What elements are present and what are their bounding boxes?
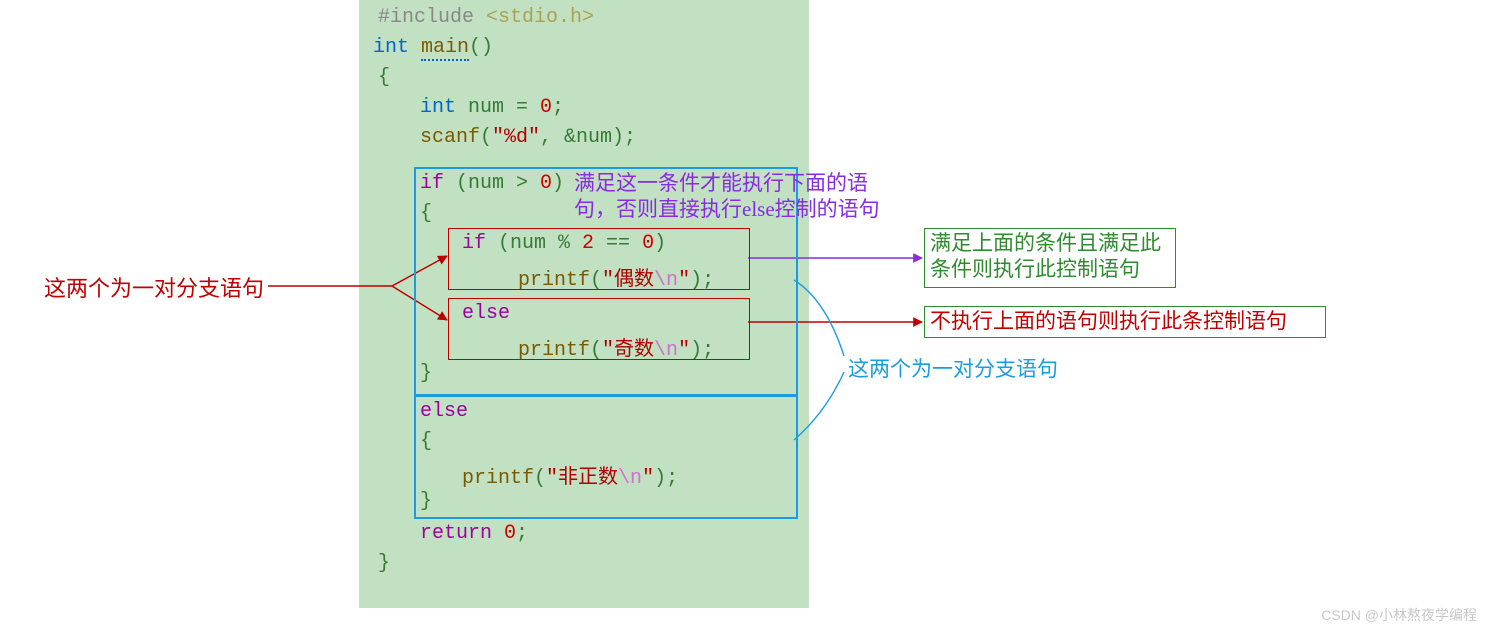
annot-purple: 满足这一条件才能执行下面的语 句，否则直接执行else控制的语句 — [574, 170, 880, 222]
code-block — [359, 0, 809, 608]
code-line: else — [420, 400, 468, 423]
annot-green1: 满足上面的条件且满足此 条件则执行此控制语句 — [930, 230, 1161, 282]
code-line: int main() — [373, 36, 493, 59]
code-line: #include <stdio.h> — [378, 6, 594, 29]
code-line: { — [378, 66, 390, 89]
code-line: } — [420, 490, 432, 513]
code-line: { — [420, 430, 432, 453]
code-line: int num = 0; — [420, 96, 564, 119]
left-annot: 这两个为一对分支语句 — [44, 276, 264, 302]
code-line: return 0; — [420, 522, 528, 545]
code-line: else — [462, 302, 510, 325]
code-line: scanf("%d", &num); — [420, 126, 636, 149]
code-line: printf("偶数\n"); — [518, 262, 714, 292]
code-line: printf("奇数\n"); — [518, 332, 714, 362]
code-line: printf("非正数\n"); — [462, 460, 678, 490]
code-line: } — [378, 552, 390, 575]
annot-blue: 这两个为一对分支语句 — [848, 356, 1058, 382]
code-line: } — [420, 362, 432, 385]
diagram-stage: { "canvas":{"width":1491,"height":631,"b… — [0, 0, 1491, 631]
code-line: if (num > 0) — [420, 172, 564, 195]
code-line: { — [420, 202, 432, 225]
watermark: CSDN @小林熬夜学编程 — [1321, 605, 1477, 625]
code-line: if (num % 2 == 0) — [462, 232, 666, 255]
annot-red2: 不执行上面的语句则执行此条控制语句 — [930, 308, 1287, 334]
